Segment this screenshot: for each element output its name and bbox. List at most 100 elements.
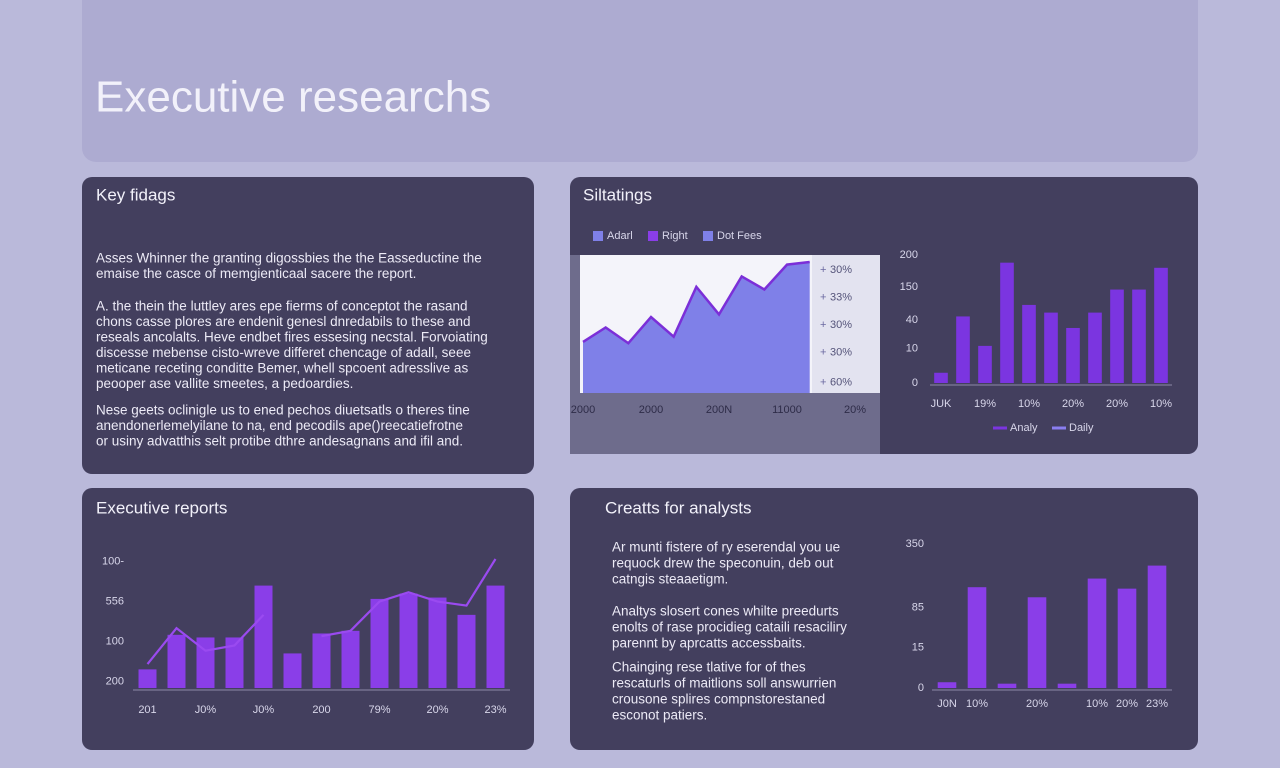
- bar: [1154, 267, 1168, 383]
- bar: [1087, 578, 1107, 688]
- x-tick-label: 10%: [1150, 398, 1172, 410]
- paragraph-line: rescaturls of maitlions soll answurrien: [612, 676, 836, 691]
- bar: [1117, 588, 1137, 688]
- paragraph-line: meticane receting conditte Bemer, whell …: [96, 361, 468, 376]
- y-tick-label: 556: [106, 595, 124, 607]
- y-tick-label: 33%: [830, 291, 852, 303]
- paragraph-line: Ar munti fistere of ry eserendal you ue: [612, 540, 840, 555]
- bar: [1066, 327, 1080, 383]
- x-tick-label: 23%: [1146, 698, 1168, 710]
- y-tick-label: 10: [906, 342, 918, 354]
- bar: [312, 633, 331, 688]
- y-tick-label: 200: [106, 675, 124, 687]
- x-tick-label: 19%: [974, 398, 996, 410]
- panel-title: Key fidags: [96, 185, 175, 204]
- paragraph-line: emaise the casce of memgienticaal sacere…: [96, 266, 416, 281]
- legend-swatch: [703, 231, 713, 241]
- legend-label: Dot Fees: [717, 230, 762, 242]
- y-tick-label: 200: [900, 249, 918, 261]
- y-tick-label: 0: [912, 377, 918, 389]
- y-tick-label: 15: [912, 642, 924, 654]
- y-tick-mark: +: [820, 346, 826, 358]
- x-tick-label: 201: [138, 704, 156, 716]
- y-tick-label: 350: [906, 538, 924, 550]
- paragraph-line: requock drew the speconuin, deb out: [612, 556, 834, 571]
- legend-swatch: [648, 231, 658, 241]
- bar: [486, 585, 505, 688]
- y-tick-mark: +: [820, 376, 826, 388]
- header-title: Executive researchs: [95, 73, 491, 122]
- bar: [997, 683, 1017, 688]
- y-tick-label: 100: [106, 635, 124, 647]
- paragraph-line: or usiny advatthis selt protibe dthre an…: [96, 434, 463, 449]
- x-tick-label: J0%: [195, 704, 217, 716]
- x-tick-label: 200N: [706, 404, 732, 416]
- legend-label: Daily: [1069, 422, 1094, 434]
- bar: [956, 316, 970, 383]
- y-tick-mark: +: [820, 264, 826, 276]
- legend-label: Right: [662, 230, 688, 242]
- x-tick-label: 10%: [1086, 698, 1108, 710]
- paragraph-line: reseals ancolalts. Heve endbet fires ess…: [96, 330, 488, 345]
- bar: [978, 345, 992, 383]
- x-tick-label: J0%: [253, 704, 275, 716]
- paragraph-line: Asses Whinner the granting digossbies th…: [96, 251, 482, 266]
- bar: [967, 587, 987, 688]
- bar: [1147, 565, 1167, 688]
- bar: [934, 372, 948, 383]
- y-tick-label: 150: [900, 281, 918, 293]
- bar: [1044, 312, 1058, 383]
- bar: [225, 637, 244, 688]
- panel-title: Executive reports: [96, 498, 227, 517]
- x-tick-label: 2000: [571, 404, 595, 416]
- y-tick-label: 30%: [830, 264, 852, 276]
- paragraph-line: discesse mebense cisto-wreve differet ch…: [96, 345, 471, 360]
- bar: [1057, 683, 1077, 688]
- x-tick-label: 20%: [1026, 698, 1048, 710]
- x-tick-label: 20%: [844, 404, 866, 416]
- bar: [167, 634, 186, 688]
- legend-label: Analy: [1010, 422, 1038, 434]
- x-tick-label: 23%: [484, 704, 506, 716]
- x-tick-label: 2000: [639, 404, 663, 416]
- paragraph-line: anendonerlemelyilane to na, end pecodils…: [96, 418, 463, 433]
- bar: [283, 653, 302, 688]
- legend-label: Adarl: [607, 230, 633, 242]
- bar: [341, 630, 360, 688]
- paragraph-line: A. the thein the luttley ares epe fierms…: [96, 299, 467, 314]
- x-tick-label: 20%: [1106, 398, 1128, 410]
- bar: [254, 585, 273, 688]
- line: [146, 558, 497, 665]
- x-tick-label: 79%: [368, 704, 390, 716]
- bar: [370, 598, 389, 688]
- x-tick-label: 10%: [966, 698, 988, 710]
- bar: [1000, 262, 1014, 383]
- paragraph-line: parennt by aprcatts accessbaits.: [612, 636, 806, 651]
- x-tick-label: 20%: [426, 704, 448, 716]
- x-tick-label: 20%: [1062, 398, 1084, 410]
- x-tick-label: 11000: [772, 404, 802, 416]
- tick-column: [812, 255, 880, 393]
- y-tick-label: 60%: [830, 376, 852, 388]
- paragraph-line: crousone splires compnstorestaned: [612, 692, 825, 707]
- bar: [937, 682, 957, 688]
- y-tick-label: 40: [906, 314, 918, 326]
- area: [583, 262, 810, 393]
- bar: [1027, 597, 1047, 688]
- y-tick-label: 85: [912, 601, 924, 613]
- y-tick-label: 30%: [830, 319, 852, 331]
- bar: [1088, 312, 1102, 383]
- y-tick-label: 0: [918, 682, 924, 694]
- bar: [1022, 304, 1036, 383]
- y-tick-label: 30%: [830, 346, 852, 358]
- header-card: [82, 0, 1198, 162]
- paragraph-line: Nese geets oclinigle us to ened pechos d…: [96, 403, 470, 418]
- y-tick-mark: +: [820, 319, 826, 331]
- panel-title: Siltatings: [583, 185, 652, 204]
- x-tick-label: 200: [312, 704, 330, 716]
- bar: [457, 614, 476, 688]
- y-tick-label: 100-: [102, 556, 124, 568]
- panel-title: Creatts for analysts: [605, 498, 751, 517]
- bar: [1132, 289, 1146, 383]
- bar: [399, 593, 418, 688]
